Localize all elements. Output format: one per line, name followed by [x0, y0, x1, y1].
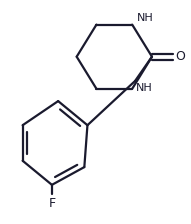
Text: O: O — [175, 50, 185, 63]
Text: F: F — [48, 197, 55, 210]
Text: NH: NH — [137, 13, 154, 23]
Text: NH: NH — [136, 83, 153, 93]
